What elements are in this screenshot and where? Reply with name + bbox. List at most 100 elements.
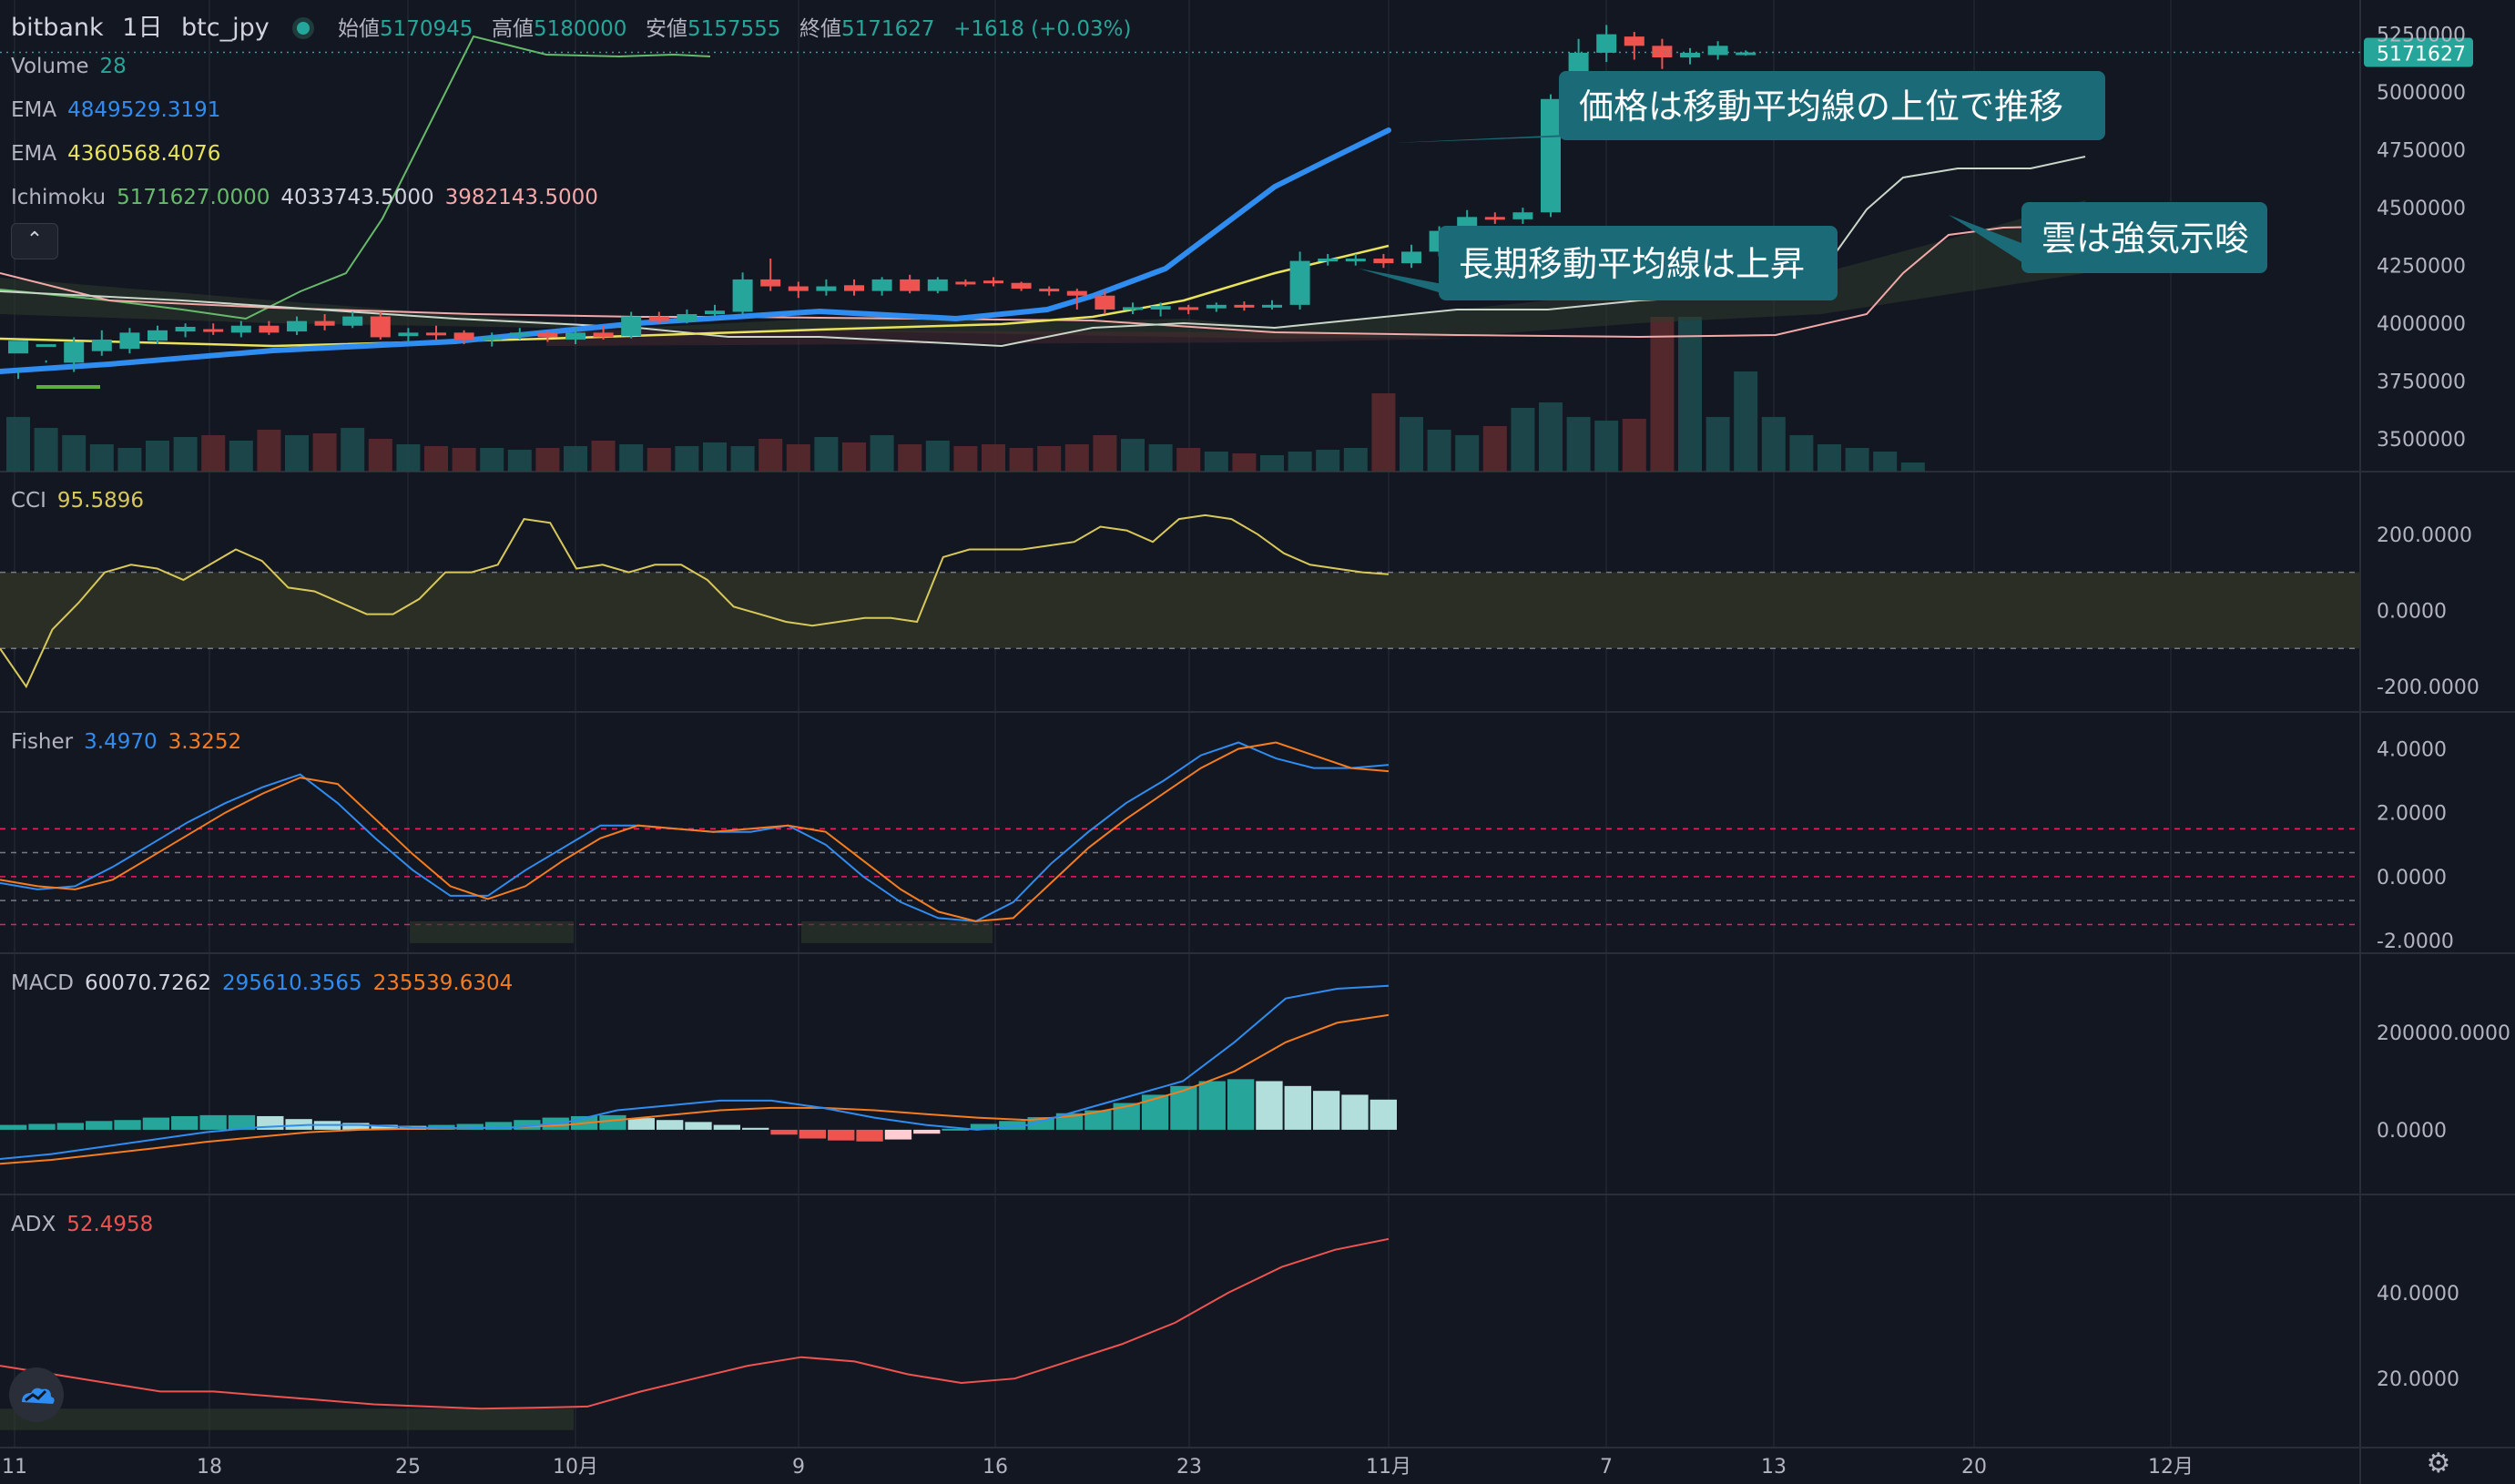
candle-body [203, 329, 224, 332]
candle-body [1262, 304, 1282, 308]
candle-body [900, 279, 921, 291]
candle-body [983, 280, 1003, 284]
volume-bar [619, 444, 644, 472]
macd-legend-label: MACD [11, 971, 74, 995]
volume-bar [229, 441, 253, 472]
macd-histogram-bar [1198, 1081, 1226, 1130]
ema-slow-legend[interactable]: EMA 4360568.4076 [11, 142, 231, 166]
volume-bar [257, 430, 281, 472]
macd-histogram-bar [913, 1129, 941, 1134]
time-axis-tick: 9 [792, 1456, 805, 1479]
cci-legend[interactable]: CCI 95.5896 [11, 489, 155, 513]
volume-bar [1594, 421, 1619, 472]
macd-histogram-bar [28, 1123, 56, 1130]
current-price-tag [2364, 37, 2473, 67]
candle-body [537, 332, 558, 338]
time-axis-tick: 25 [395, 1456, 421, 1479]
fisher-axis-tick: 0.0000 [2377, 867, 2447, 889]
macd-histogram-bar [942, 1128, 969, 1131]
volume-bar [89, 444, 114, 472]
adx-legend-label: ADX [11, 1213, 56, 1236]
fisher-legend[interactable]: Fisher 3.4970 3.3252 [11, 730, 252, 754]
volume-bar [368, 439, 392, 472]
macd-histogram-bar [484, 1122, 513, 1130]
ema-fast-line [0, 127, 1391, 374]
candle-body [1596, 34, 1617, 53]
macd-histogram-bar [342, 1123, 370, 1130]
volume-bar [1037, 446, 1062, 472]
candle-body [342, 316, 363, 326]
candle-body [1736, 52, 1756, 56]
collapse-legend-button[interactable]: ⌃ [11, 223, 58, 259]
high-label: 高値 [491, 17, 534, 41]
volume-bar [1678, 317, 1702, 472]
cci-legend-value: 95.5896 [56, 489, 145, 513]
macd-histogram-bar [142, 1117, 170, 1130]
candle-body [453, 332, 474, 340]
adx-legend[interactable]: ADX 52.4958 [11, 1213, 164, 1236]
volume-bar [1260, 455, 1284, 472]
volume-bar [1511, 408, 1535, 472]
macd-histogram-bar [1370, 1099, 1397, 1130]
low-value: 5157555 [687, 17, 781, 41]
price-axis-tick: 4250000 [2377, 256, 2466, 279]
macd-histogram-bar [514, 1120, 541, 1130]
cci-axis-tick: -200.0000 [2377, 676, 2479, 699]
candle-body [1624, 36, 1644, 46]
tradingview-logo-icon[interactable] [9, 1367, 64, 1422]
macd-histogram-bar [656, 1120, 684, 1130]
gear-icon[interactable]: ⚙ [2426, 1448, 2451, 1479]
macd-histogram-bar [228, 1114, 256, 1130]
macd-histogram-bar [884, 1129, 912, 1140]
annotation-above-ma: 価格は移動平均線の上位で推移 [1393, 71, 2105, 143]
volume-bar [1566, 417, 1591, 472]
candle-body [788, 286, 809, 291]
candle-body [1206, 304, 1227, 309]
time-axis-tick: 20 [1961, 1456, 1987, 1479]
volume-legend[interactable]: Volume 28 [11, 55, 137, 78]
candle-body [621, 316, 642, 337]
macd-histogram-bar [285, 1119, 312, 1130]
chevron-up-icon: ⌃ [25, 229, 44, 251]
volume-bar [507, 450, 532, 472]
candle-body [1039, 289, 1060, 292]
candle-body [1318, 259, 1339, 262]
candle-body [760, 279, 781, 287]
ichimoku-legend[interactable]: Ichimoku 5171627.0000 4033743.5000 3982143.… [11, 186, 609, 209]
close-value: 5171627 [841, 17, 935, 41]
volume-bar [424, 446, 448, 472]
candle-body [927, 279, 948, 291]
candle-body [370, 316, 391, 338]
ichimoku-cloud-bearish [546, 330, 1457, 346]
macd-histogram-bar [1141, 1094, 1169, 1130]
macd-histogram-bar [1084, 1110, 1112, 1130]
ichimoku-span-line [0, 156, 2086, 348]
volume-legend-label: Volume [11, 55, 89, 78]
candle-body [1178, 307, 1199, 310]
price-axis-tick: 4500000 [2377, 198, 2466, 220]
time-axis-tick: 16 [983, 1456, 1008, 1479]
volume-bar [34, 428, 58, 472]
volume-bar [1064, 444, 1089, 472]
candle-body [1707, 46, 1728, 56]
candle-body [1512, 212, 1533, 219]
volume-bar [1371, 393, 1396, 472]
volume-bar [870, 435, 894, 472]
symbol-header[interactable]: bitbank 1日 btc_jpy 始値5170945 高値5180000 安… [11, 7, 1142, 43]
status-dot-icon [297, 21, 311, 35]
candle-body [1345, 259, 1366, 262]
ema-fast-legend[interactable]: EMA 4849529.3191 [11, 98, 231, 122]
cci-axis-tick: 200.0000 [2377, 524, 2472, 547]
volume-bar [703, 442, 727, 472]
macd-histogram-bar [199, 1114, 227, 1130]
close-label: 終値 [799, 17, 842, 41]
volume-bar [1650, 317, 1675, 472]
ema-fast-legend-value: 4849529.3191 [67, 98, 221, 122]
cci-band [0, 572, 2360, 649]
interval-label[interactable]: 1日 [122, 14, 163, 42]
macd-legend[interactable]: MACD 60070.7262 295610.3565 235539.6304 [11, 971, 524, 995]
volume-legend-value: 28 [99, 55, 127, 78]
volume-bar [759, 439, 783, 472]
